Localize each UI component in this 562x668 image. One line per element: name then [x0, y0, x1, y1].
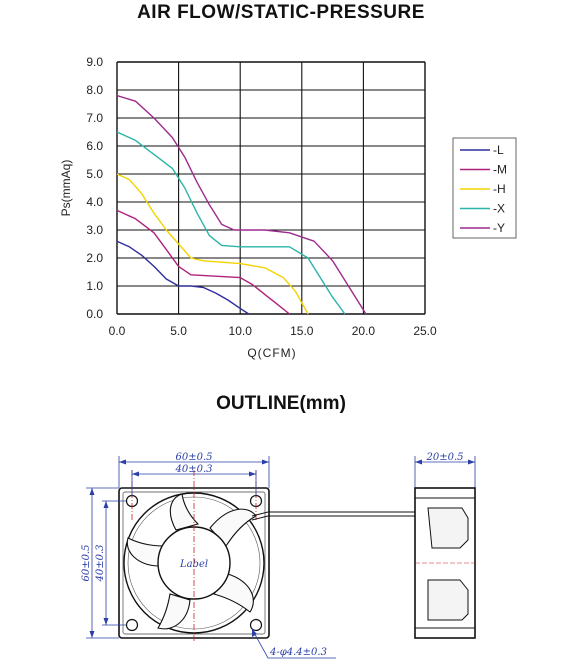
y-tick-label: 6.0 — [86, 139, 103, 153]
side-view-hub-bottom — [427, 579, 469, 621]
dim-arrow — [89, 488, 95, 495]
dim-height-outer: 60±0.5 — [81, 544, 92, 581]
dim-arrow — [89, 631, 95, 638]
hub-label: Label — [179, 559, 208, 570]
y-tick-label: 9.0 — [86, 55, 103, 69]
y-tick-label: 0.0 — [86, 307, 103, 321]
dim-arrow — [252, 629, 257, 637]
dim-arrow — [103, 618, 109, 625]
x-tick-label: 0.0 — [109, 324, 126, 338]
lead-wire — [251, 511, 269, 517]
series-line-L — [116, 240, 250, 315]
y-tick-label: 7.0 — [86, 111, 103, 125]
series-line-Y — [116, 94, 367, 315]
y-tick-label: 3.0 — [86, 223, 103, 237]
series-line-M — [116, 209, 290, 315]
series-line-X — [116, 131, 346, 315]
lead-wire — [251, 515, 269, 521]
mounting-hole — [249, 618, 263, 632]
dimension-lines — [86, 456, 476, 659]
dim-thickness: 20±0.5 — [425, 452, 463, 463]
chart-series — [116, 94, 367, 315]
x-tick-label: 15.0 — [290, 324, 314, 338]
dim-height-inner: 40±0.3 — [95, 544, 106, 582]
legend-label-M: -M — [493, 163, 507, 177]
dim-arrow — [415, 459, 422, 465]
x-tick-label: 5.0 — [170, 324, 187, 338]
hole-callout: 4-φ4.4±0.3 — [269, 647, 327, 658]
y-tick-label: 5.0 — [86, 167, 103, 181]
y-tick-label: 1.0 — [86, 279, 103, 293]
fan-blade — [126, 537, 165, 567]
outline-title: OUTLINE(mm) — [216, 393, 346, 414]
x-tick-labels: 0.0 5.0 10.0 15.0 20.0 25.0 — [109, 324, 437, 338]
legend-label-L: -L — [493, 143, 504, 157]
dimension-arrows — [89, 459, 475, 638]
y-axis-label: Ps(mmAq) — [59, 160, 73, 217]
x-tick-label: 25.0 — [413, 324, 437, 338]
dim-arrow — [119, 459, 126, 465]
legend-label-H: -H — [493, 182, 506, 196]
dim-arrow — [262, 459, 269, 465]
dim-arrow — [468, 459, 475, 465]
mounting-hole — [125, 618, 139, 632]
dim-width-inner: 40±0.3 — [174, 464, 212, 475]
chart-legend: -L -M -H -X -Y — [452, 137, 517, 239]
x-tick-label: 20.0 — [352, 324, 376, 338]
lead-wires — [251, 511, 404, 521]
pq-chart: 0.0 1.0 2.0 3.0 4.0 5.0 6.0 7.0 8.0 9.0 0.0 5.0 10.… — [59, 55, 517, 360]
chart-title: AIR FLOW/STATIC-PRESSURE — [137, 2, 425, 23]
series-line-H — [116, 173, 309, 315]
y-tick-label: 4.0 — [86, 195, 103, 209]
x-axis-label: Q(CFM) — [247, 346, 296, 360]
chart-grid — [116, 61, 426, 315]
legend-label-Y: -Y — [493, 221, 505, 235]
mounting-holes — [125, 494, 263, 632]
dim-arrow — [249, 471, 256, 477]
y-tick-label: 2.0 — [86, 251, 103, 265]
fan-blade — [157, 593, 191, 630]
side-view-hub-top — [427, 507, 469, 549]
y-tick-label: 8.0 — [86, 83, 103, 97]
y-tick-labels: 0.0 1.0 2.0 3.0 4.0 5.0 6.0 7.0 8.0 9.0 — [86, 55, 103, 321]
fan-outline-drawing: Label — [81, 452, 476, 659]
fan-side-view — [404, 487, 476, 639]
dim-width-outer: 60±0.5 — [175, 452, 212, 463]
dim-arrow — [103, 501, 109, 508]
dim-arrow — [132, 471, 139, 477]
legend-label-X: -X — [493, 202, 505, 216]
legend-box — [452, 137, 517, 239]
x-tick-label: 10.0 — [229, 324, 253, 338]
hole-callout-leader — [251, 628, 336, 659]
